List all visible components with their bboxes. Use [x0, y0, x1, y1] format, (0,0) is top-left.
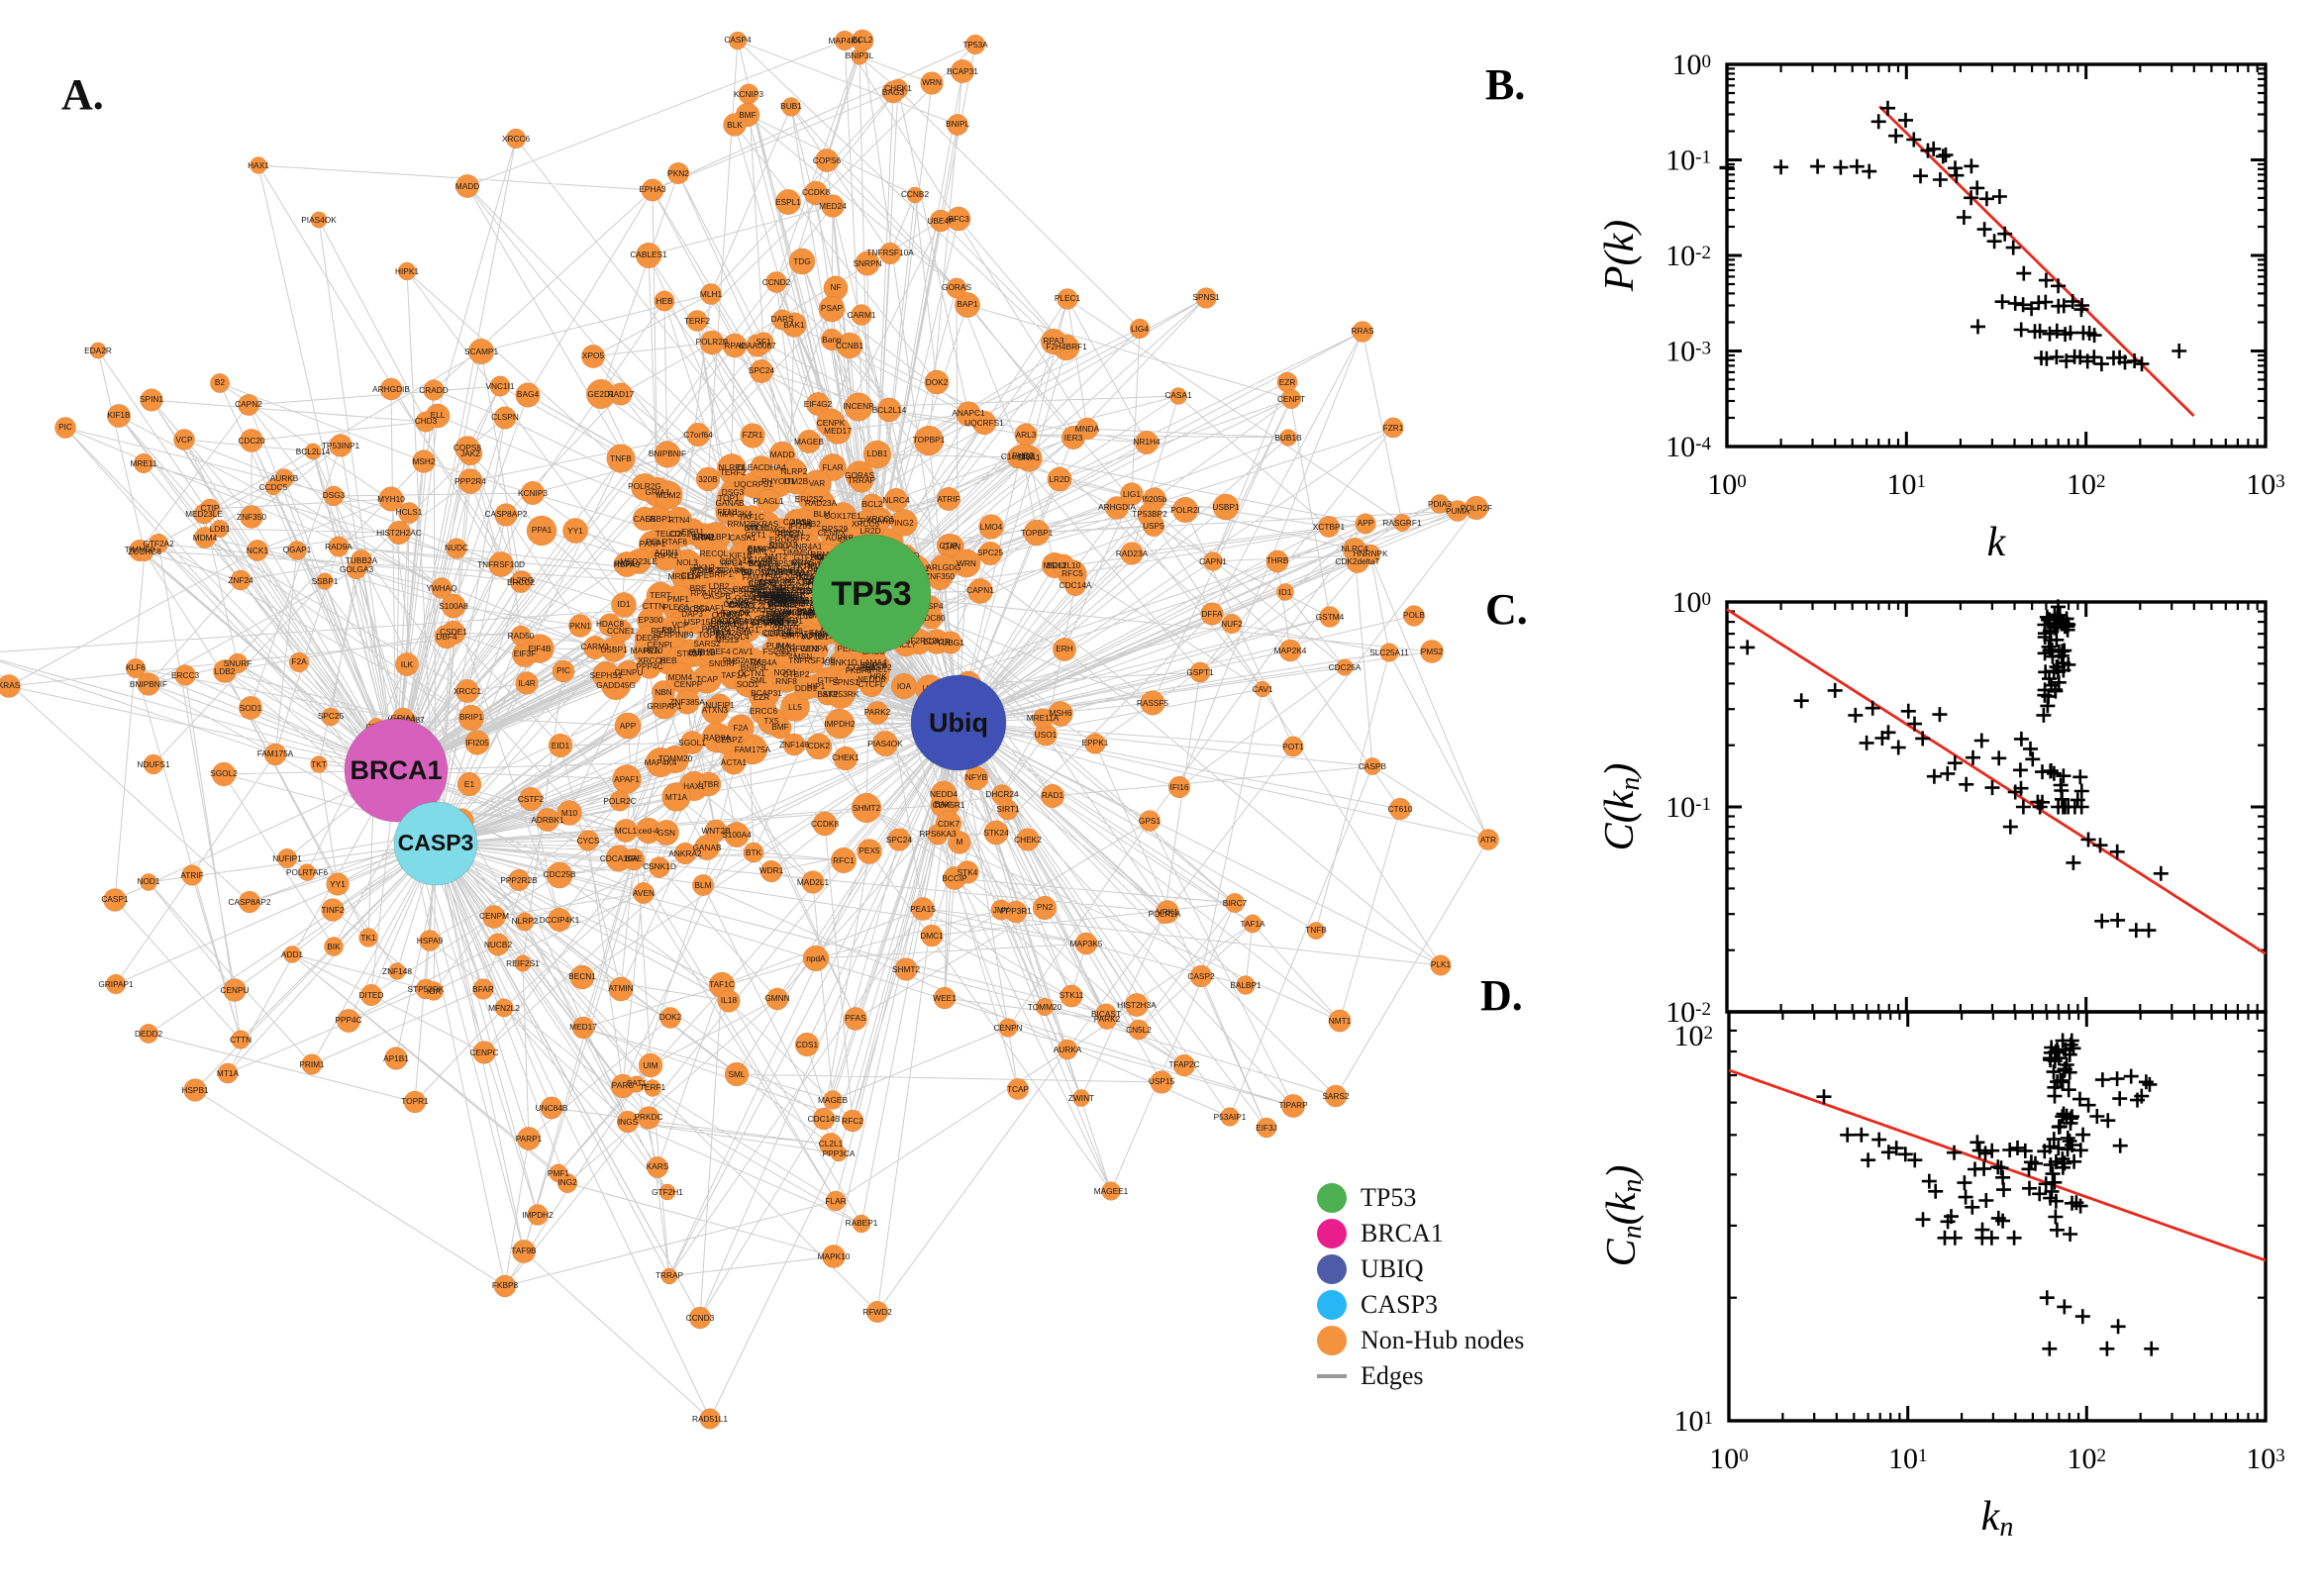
svg-text:100: 100: [1709, 1443, 1749, 1475]
svg-text:C(kn): C(kn): [1597, 763, 1646, 851]
svg-text:103: 103: [2246, 1443, 2285, 1475]
svg-text:D.: D.: [1480, 971, 1523, 1020]
svg-text:k: k: [1987, 520, 2007, 565]
svg-text:101: 101: [1887, 468, 1927, 501]
svg-text:102: 102: [2067, 468, 2106, 501]
svg-text:101: 101: [1888, 1443, 1928, 1475]
svg-text:10-1: 10-1: [1666, 145, 1711, 177]
svg-text:B.: B.: [1485, 60, 1525, 109]
svg-text:kn: kn: [1981, 1494, 2014, 1543]
svg-text:10-1: 10-1: [1666, 791, 1711, 824]
svg-text:P(k): P(k): [1597, 220, 1643, 292]
svg-text:Cn(kn): Cn(kn): [1599, 1165, 1648, 1267]
svg-text:100: 100: [1672, 49, 1712, 81]
svg-text:10-4: 10-4: [1666, 431, 1711, 463]
svg-text:100: 100: [1707, 468, 1747, 501]
svg-text:100: 100: [1672, 586, 1712, 619]
svg-text:101: 101: [1674, 1405, 1714, 1438]
svg-text:102: 102: [2068, 1443, 2107, 1475]
svg-text:103: 103: [2246, 468, 2285, 501]
svg-text:C.: C.: [1485, 585, 1528, 634]
svg-text:102: 102: [1674, 1020, 1714, 1052]
svg-text:10-2: 10-2: [1666, 240, 1711, 272]
svg-text:10-3: 10-3: [1666, 336, 1711, 368]
